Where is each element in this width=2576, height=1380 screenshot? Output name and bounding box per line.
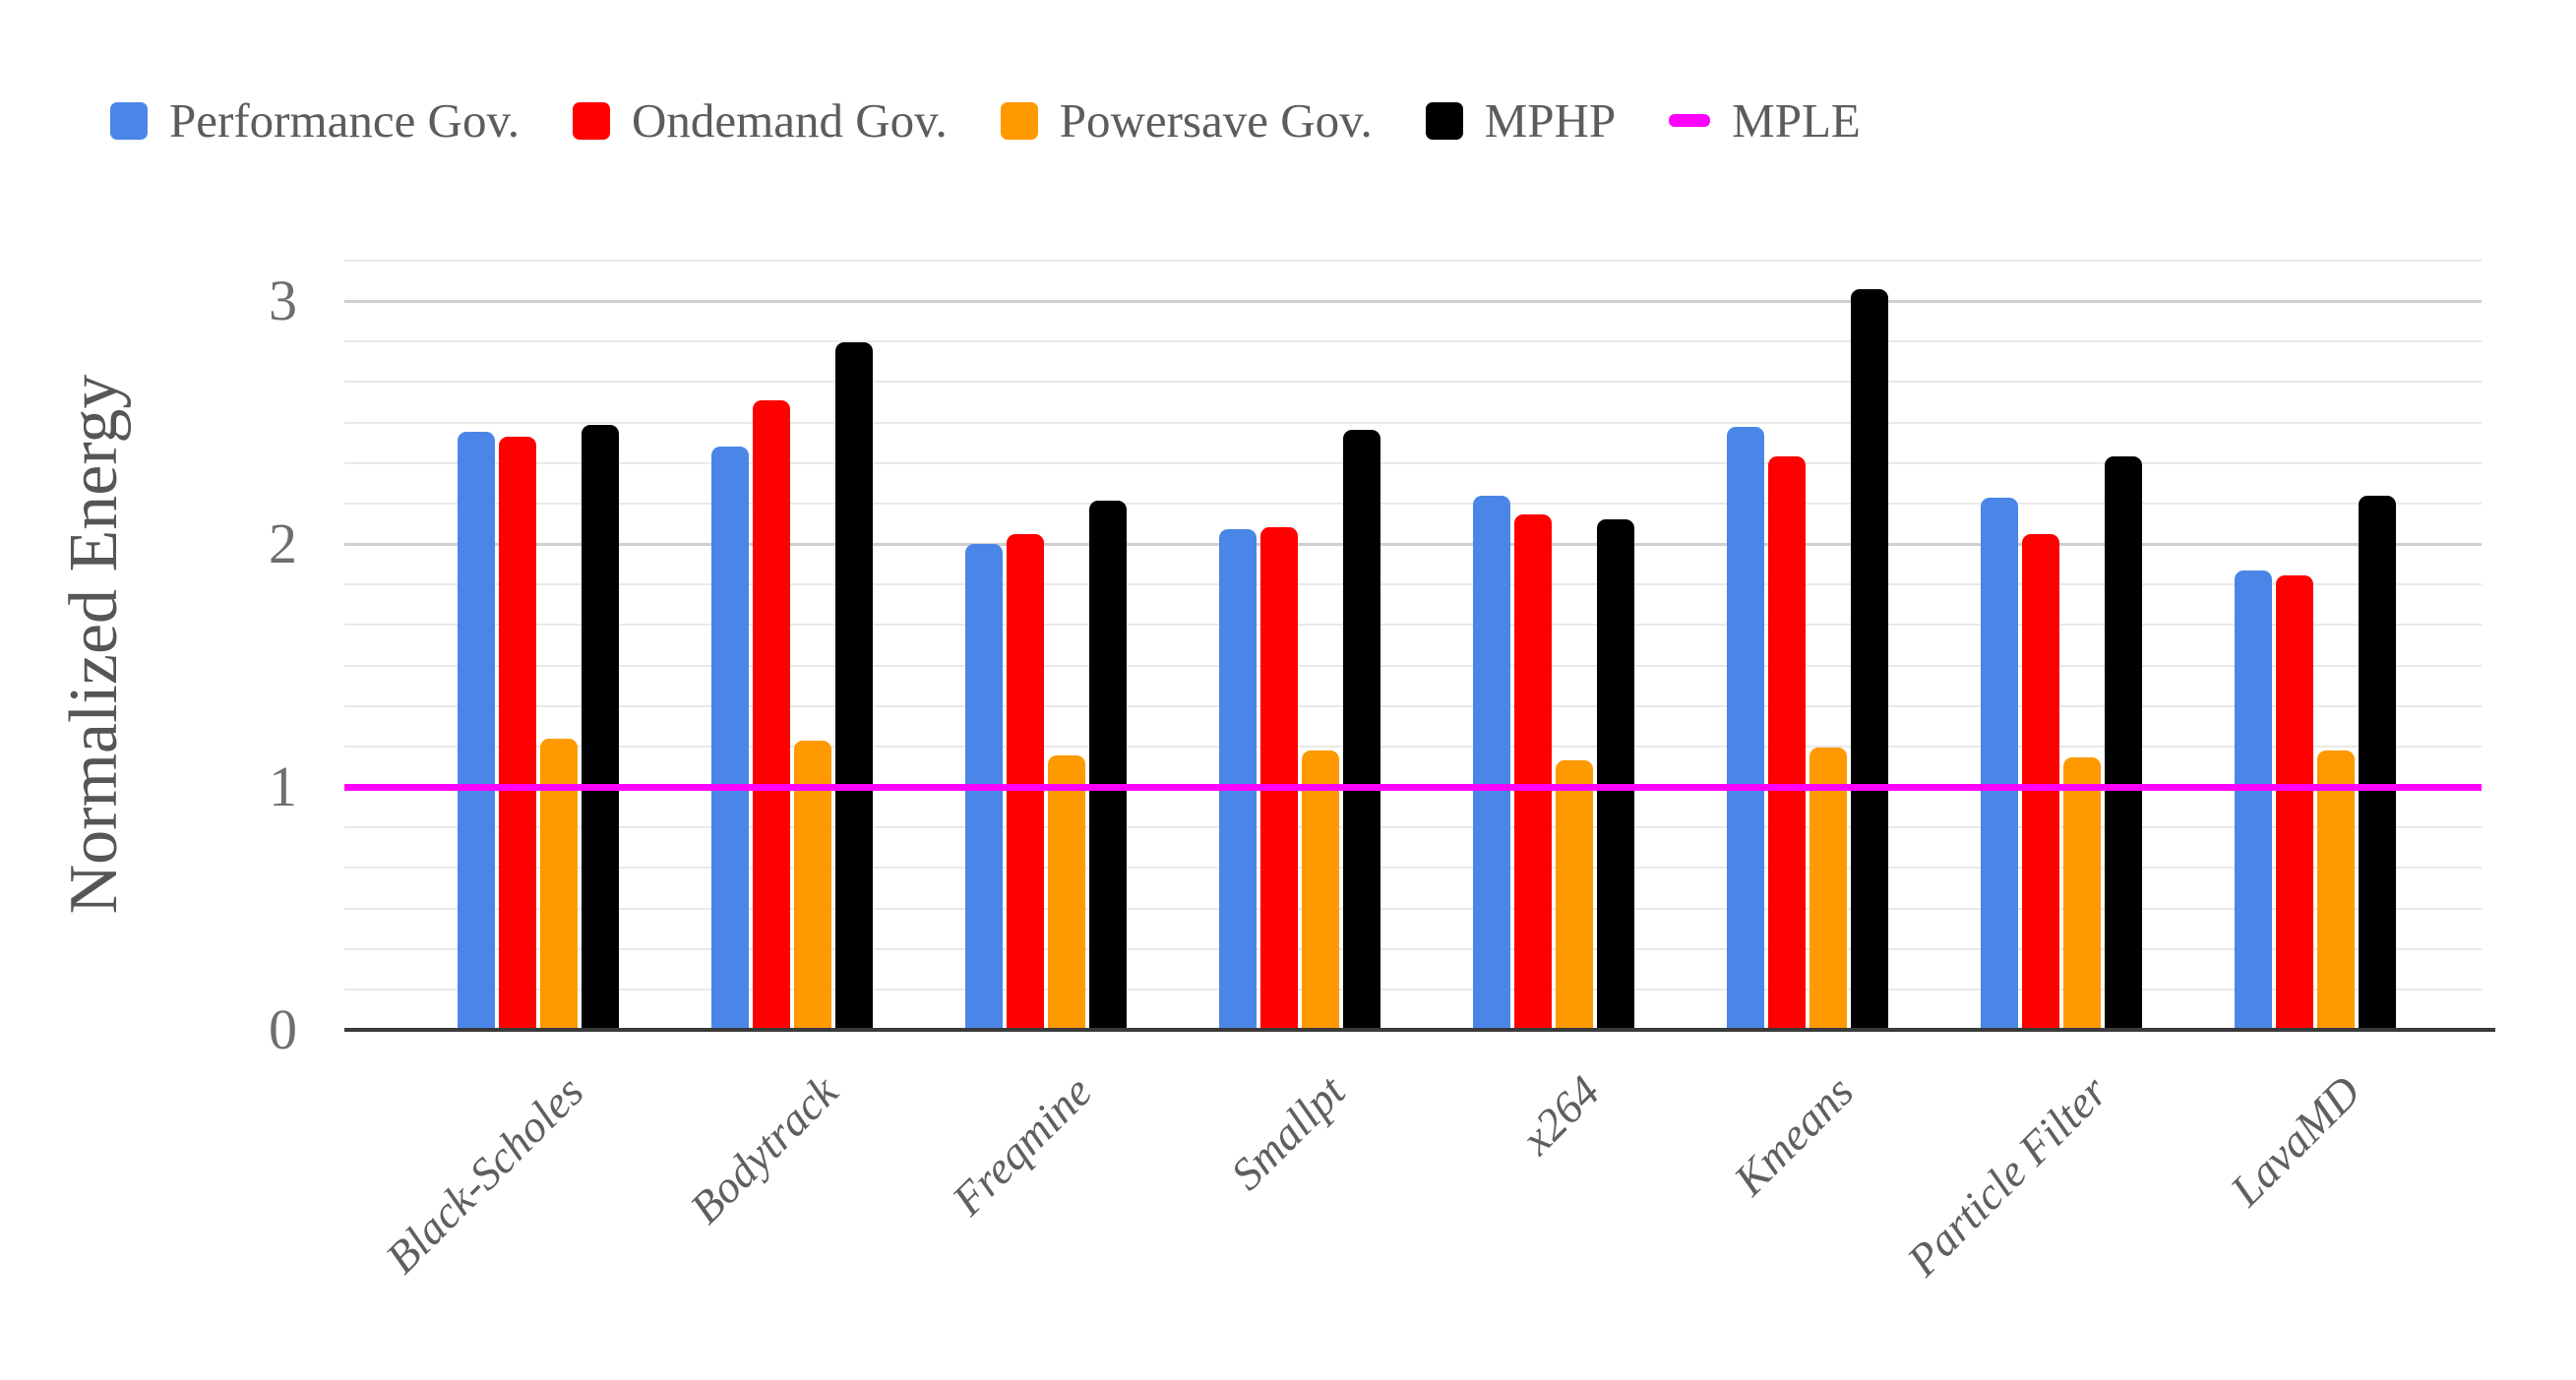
bar-ondemand-gov--5: [1768, 456, 1806, 1030]
minor-gridline: [344, 259, 2482, 262]
minor-gridline: [344, 664, 2482, 667]
bar-powersave-gov--4: [1556, 759, 1593, 1030]
bar-performance-gov--3: [1219, 529, 1257, 1030]
bar-ondemand-gov--0: [499, 437, 536, 1030]
bar-performance-gov--0: [458, 432, 495, 1030]
legend-item-0: Performance Gov.: [110, 96, 520, 145]
legend-label: Performance Gov.: [169, 93, 521, 148]
bar-powersave-gov--2: [1048, 754, 1085, 1030]
bar-mphp-1: [835, 341, 873, 1030]
minor-gridline: [344, 502, 2482, 505]
x-axis-label: Particle Filter: [1896, 1065, 2116, 1286]
bar-ondemand-gov--6: [2022, 534, 2059, 1030]
minor-gridline: [344, 381, 2482, 384]
legend-item-1: Ondemand Gov.: [573, 96, 948, 145]
bar-performance-gov--1: [711, 447, 749, 1030]
minor-gridline: [344, 826, 2482, 829]
x-axis-label: Kmeans: [1724, 1065, 1863, 1205]
bar-performance-gov--6: [1981, 498, 2018, 1030]
minor-gridline: [344, 624, 2482, 627]
bar-ondemand-gov--3: [1260, 526, 1298, 1030]
bar-mphp-6: [2105, 456, 2142, 1030]
bar-mphp-7: [2359, 495, 2396, 1030]
bar-powersave-gov--5: [1809, 748, 1847, 1030]
minor-gridline: [344, 461, 2482, 464]
y-tick-label: 1: [269, 754, 297, 818]
x-axis-label: LavaMD: [2221, 1065, 2370, 1216]
legend-label: MPHP: [1484, 93, 1617, 148]
x-axis-label: x264: [1510, 1065, 1609, 1165]
y-tick-label: 3: [269, 269, 297, 332]
bar-ondemand-gov--4: [1514, 514, 1552, 1030]
bar-ondemand-gov--1: [753, 400, 790, 1030]
minor-gridline: [344, 704, 2482, 707]
legend-label: Powersave Gov.: [1059, 93, 1373, 148]
x-axis-label: Freqmine: [942, 1065, 1101, 1226]
major-gridline: [344, 542, 2482, 546]
x-axis-label: Smallpt: [1221, 1065, 1355, 1200]
bar-performance-gov--7: [2235, 570, 2272, 1030]
y-axis-title: Normalized Energy: [56, 374, 132, 915]
bar-ondemand-gov--2: [1007, 534, 1044, 1030]
legend-label: MPLE: [1732, 93, 1861, 148]
bar-powersave-gov--0: [540, 738, 578, 1030]
legend-swatch-icon: [1669, 114, 1711, 127]
chart-legend: Performance Gov. Ondemand Gov. Powersave G…: [110, 96, 1861, 145]
major-gridline: [344, 299, 2482, 303]
minor-gridline: [344, 907, 2482, 910]
minor-gridline: [344, 583, 2482, 586]
minor-gridline: [344, 745, 2482, 748]
y-tick-label: 2: [269, 511, 297, 575]
minor-gridline: [344, 988, 2482, 990]
reference-line-mple: [344, 784, 2482, 791]
bar-mphp-2: [1089, 500, 1127, 1030]
bar-performance-gov--4: [1473, 495, 1510, 1030]
bar-mphp-0: [582, 424, 619, 1030]
legend-swatch-icon: [1000, 101, 1038, 140]
bar-powersave-gov--7: [2317, 750, 2355, 1030]
legend-swatch-icon: [573, 101, 611, 140]
bar-powersave-gov--6: [2063, 757, 2101, 1030]
y-tick-label: 0: [269, 997, 297, 1061]
x-axis-label: Black-Scholes: [376, 1065, 593, 1284]
minor-gridline: [344, 421, 2482, 424]
legend-swatch-icon: [1425, 101, 1463, 140]
bar-ondemand-gov--7: [2276, 575, 2313, 1030]
minor-gridline: [344, 340, 2482, 343]
bar-powersave-gov--3: [1302, 750, 1339, 1030]
legend-label: Ondemand Gov.: [632, 93, 948, 148]
x-axis-line: [344, 1028, 2495, 1032]
bar-mphp-4: [1597, 519, 1634, 1030]
minor-gridline: [344, 947, 2482, 950]
legend-item-2: Powersave Gov.: [1000, 93, 1373, 148]
minor-gridline: [344, 867, 2482, 870]
legend-swatch-icon: [110, 101, 148, 140]
bar-mphp-3: [1343, 429, 1380, 1030]
bar-mphp-5: [1851, 288, 1888, 1030]
legend-item-3: MPHP: [1425, 93, 1617, 148]
bar-performance-gov--5: [1727, 427, 1764, 1030]
legend-item-4: MPLE: [1669, 96, 1861, 145]
x-axis-label: Bodytrack: [680, 1065, 847, 1233]
